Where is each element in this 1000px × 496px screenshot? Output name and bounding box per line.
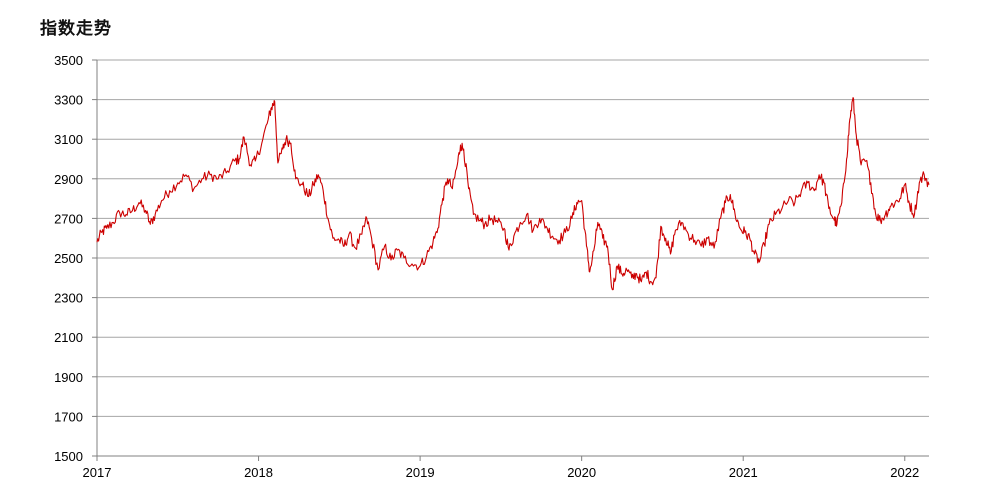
x-tick-label: 2021 [729, 465, 758, 480]
series-line [96, 97, 930, 291]
y-tick-label: 2900 [54, 172, 83, 187]
y-tick-label: 2100 [54, 330, 83, 345]
gridlines [97, 59, 929, 417]
y-tick-label: 1900 [54, 370, 83, 385]
y-tick-label: 3100 [54, 132, 83, 147]
x-tick-label: 2018 [244, 465, 273, 480]
y-axis-tick-labels: 1500 1700 1900 2100 2300 2500 2700 2900 3100 3300… [54, 53, 83, 464]
plot-area [96, 97, 930, 291]
axes [92, 59, 929, 461]
x-tick-label: 2019 [406, 465, 435, 480]
y-tick-label: 2700 [54, 211, 83, 226]
y-tick-label: 2300 [54, 291, 83, 306]
x-tick-label: 2022 [890, 465, 919, 480]
x-tick-label: 2017 [83, 465, 112, 480]
y-tick-label: 1700 [54, 409, 83, 424]
x-tick-label: 2020 [567, 465, 596, 480]
y-tick-label: 3300 [54, 93, 83, 108]
y-tick-label: 3500 [54, 53, 83, 68]
y-tick-label: 2500 [54, 251, 83, 266]
chart-title: 指数走势 [40, 19, 112, 39]
x-axis-tick-labels: 2017 2018 2019 2020 2021 2022 [83, 465, 920, 480]
y-tick-label: 1500 [54, 449, 83, 464]
